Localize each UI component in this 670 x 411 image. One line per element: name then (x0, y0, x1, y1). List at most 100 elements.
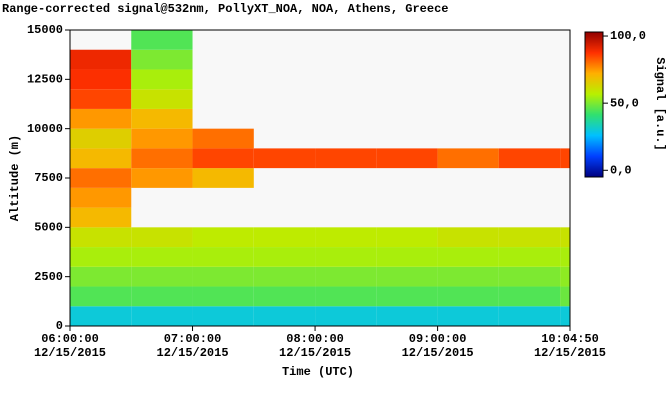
colorbar-strip (585, 47, 603, 48)
heat-cell (498, 286, 561, 307)
heat-cell (376, 286, 438, 307)
heat-cell (376, 306, 438, 326)
colorbar-strip (585, 129, 603, 130)
colorbar-strip (585, 171, 603, 172)
colorbar-strip (585, 78, 603, 79)
colorbar-strip (585, 77, 603, 78)
colorbar-strip (585, 165, 603, 166)
colorbar-strip (585, 110, 603, 111)
colorbar-strip (585, 128, 603, 129)
heat-cell (376, 266, 438, 287)
heat-cell (70, 128, 132, 149)
colorbar-strip (585, 150, 603, 151)
heat-cell (560, 148, 570, 169)
heat-cell (70, 108, 132, 129)
heat-cell (70, 227, 132, 248)
colorbar-strip (585, 76, 603, 77)
heat-cell (376, 247, 438, 267)
colorbar-strip (585, 145, 603, 146)
heat-cell (70, 306, 132, 326)
colorbar-strip (585, 113, 603, 114)
colorbar-strip (585, 115, 603, 116)
colorbar-strip (585, 58, 603, 59)
colorbar-strip (585, 87, 603, 88)
heat-cell (560, 247, 570, 267)
colorbar-strip (585, 105, 603, 106)
colorbar-strip (585, 125, 603, 126)
colorbar-strip (585, 156, 603, 157)
heat-cell (70, 168, 132, 188)
colorbar-strip (585, 52, 603, 53)
colorbar-strip (585, 170, 603, 171)
colorbar-strip (585, 95, 603, 96)
heat-cell (70, 207, 132, 228)
heat-cell (70, 89, 132, 109)
colorbar-strip (585, 89, 603, 90)
colorbar-strip (585, 70, 603, 71)
colorbar-strip (585, 149, 603, 150)
heat-cell (437, 286, 499, 307)
colorbar-strip (585, 154, 603, 155)
colorbar-strip (585, 101, 603, 102)
colorbar-strip (585, 161, 603, 162)
colorbar-strip (585, 35, 603, 36)
colorbar-strip (585, 169, 603, 170)
heat-cell (70, 286, 132, 307)
colorbar-strip (585, 122, 603, 123)
heat-cell (315, 148, 377, 169)
colorbar-strip (585, 64, 603, 65)
colorbar-strip (585, 141, 603, 142)
heat-cell (70, 49, 132, 70)
heat-cell (437, 227, 499, 248)
x-tick-label: 06:00:00 (41, 332, 99, 346)
colorbar-strip (585, 84, 603, 85)
heat-cell (498, 148, 561, 169)
heat-cell (253, 148, 316, 169)
colorbar-strip (585, 98, 603, 99)
heat-cell (253, 227, 316, 248)
colorbar-strip (585, 39, 603, 40)
heat-cell (437, 148, 499, 169)
y-tick-label: 15000 (27, 23, 63, 37)
heat-cell (131, 306, 193, 326)
colorbar-strip (585, 41, 603, 42)
colorbar-strip (585, 48, 603, 49)
colorbar-strip (585, 132, 603, 133)
heat-cell (131, 108, 193, 129)
colorbar-strip (585, 92, 603, 93)
x-tick-date: 12/15/2015 (157, 346, 229, 360)
colorbar-strip (585, 81, 603, 82)
heat-cell (315, 227, 377, 248)
colorbar-strip (585, 59, 603, 60)
heat-cell (131, 247, 193, 267)
colorbar-strip (585, 142, 603, 143)
heat-cell (315, 266, 377, 287)
colorbar-strip (585, 112, 603, 113)
colorbar-strip (585, 37, 603, 38)
heat-cell (315, 286, 377, 307)
x-tick-date: 12/15/2015 (34, 346, 106, 360)
colorbar-strip (585, 133, 603, 134)
colorbar-strip (585, 159, 603, 160)
colorbar-strip (585, 80, 603, 81)
colorbar-strip (585, 164, 603, 165)
colorbar-strip (585, 46, 603, 47)
colorbar-strip (585, 57, 603, 58)
heat-cell (498, 227, 561, 248)
colorbar-strip (585, 157, 603, 158)
colorbar-strip (585, 69, 603, 70)
x-tick-label: 10:04:50 (541, 332, 599, 346)
colorbar-strip (585, 152, 603, 153)
colorbar-tick-label: 50,0 (610, 96, 639, 110)
colorbar-strip (585, 49, 603, 50)
heat-cell (498, 266, 561, 287)
colorbar-strip (585, 119, 603, 120)
colorbar-strip (585, 114, 603, 115)
x-tick-label: 07:00:00 (164, 332, 222, 346)
colorbar-strip (585, 42, 603, 43)
colorbar-strip (585, 143, 603, 144)
colorbar-strip (585, 127, 603, 128)
heat-cell (560, 286, 570, 307)
colorbar-strip (585, 60, 603, 61)
